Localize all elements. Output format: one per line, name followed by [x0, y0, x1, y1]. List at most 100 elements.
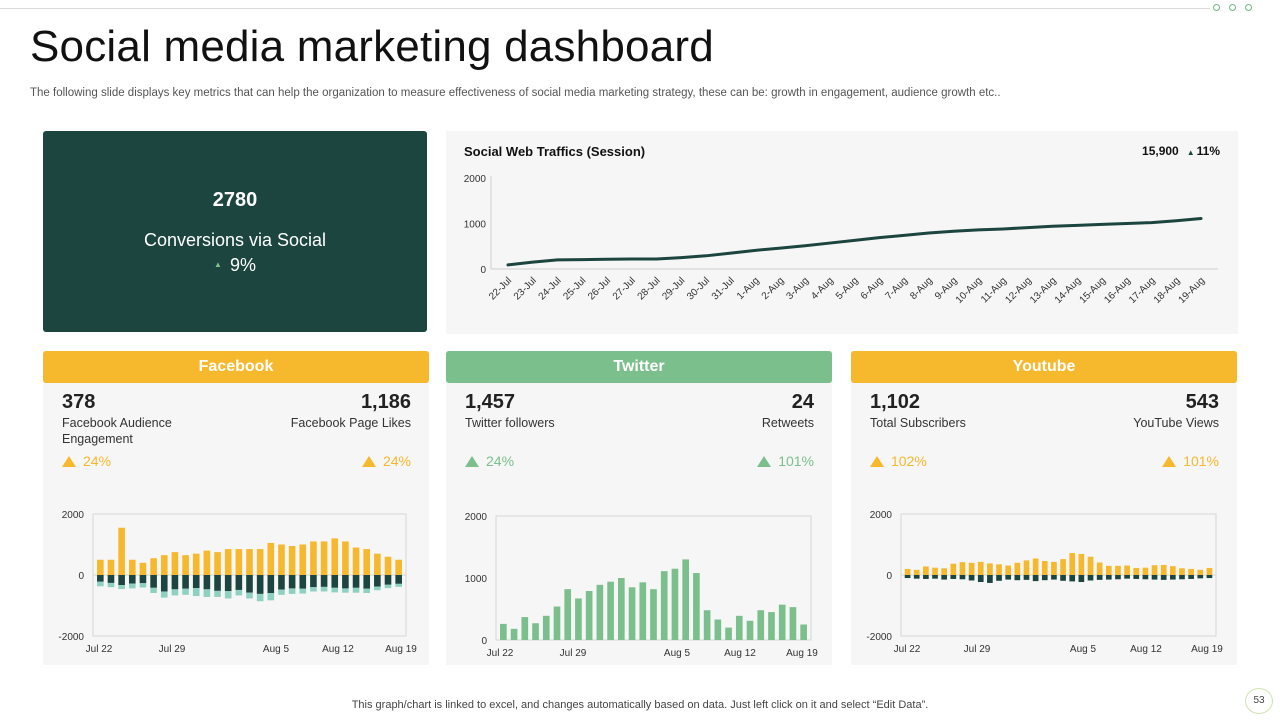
- x-tick-label: 29-Jul: [660, 275, 687, 302]
- bar-series-3: [299, 588, 307, 594]
- bar-series-1: [693, 573, 700, 640]
- footer-note: This graph/chart is linked to excel, and…: [351, 699, 929, 711]
- bar-series-2: [256, 575, 264, 594]
- x-tick-label: 7-Aug: [883, 275, 910, 302]
- x-tick-label: 4-Aug: [809, 275, 836, 302]
- metric-change: 102%: [870, 453, 1040, 469]
- bar-series-1: [128, 559, 136, 575]
- facebook-header: Facebook: [43, 351, 429, 383]
- bar-series-1: [374, 553, 381, 575]
- bar-series-1: [1188, 568, 1194, 575]
- web-traffic-line-chart: 01000200022-Jul23-Jul24-Jul25-Jul26-Jul2…: [464, 174, 1218, 306]
- bar-series-2: [97, 575, 104, 582]
- bar-series-1: [950, 563, 957, 575]
- bar-series-1: [628, 587, 636, 640]
- y-tick-label: 2000: [870, 510, 893, 521]
- bar-series-1: [1160, 564, 1167, 575]
- bar-series-2: [1115, 575, 1121, 580]
- x-tick-label: 18-Aug: [1152, 275, 1183, 306]
- bar-series-2: [171, 575, 179, 590]
- bar-series-1: [97, 559, 104, 575]
- traffic-total: 15,900 ▲ 11%: [1142, 144, 1220, 158]
- bar-series-2: [235, 575, 243, 590]
- x-tick-label: Jul 29: [964, 644, 991, 655]
- x-tick-label: 2-Aug: [760, 275, 787, 302]
- youtube-bar-chart: -2000 0 2000 Jul 22 Jul 29 Aug 5 Aug 12 Aug 19: [866, 510, 1223, 655]
- bar-series-2: [299, 575, 307, 589]
- bar-series-1: [224, 549, 232, 575]
- bar-series-1: [671, 568, 679, 640]
- bar-series-1: [542, 615, 550, 640]
- bar-series-2: [1060, 575, 1066, 581]
- twitter-retweets-metric: 24 Retweets 101%: [644, 391, 814, 469]
- x-tick-label: 19-Aug: [1177, 275, 1208, 306]
- bar-series-2: [278, 575, 285, 590]
- bar-series-1: [1014, 562, 1021, 575]
- bar-series-2: [203, 575, 211, 590]
- bar-series-2: [913, 575, 920, 579]
- y-tick-label: 1000: [465, 574, 488, 585]
- bar-series-1: [596, 584, 604, 640]
- bar-series-1: [682, 559, 689, 640]
- bar-series-1: [510, 628, 518, 640]
- x-tick-label: 23-Jul: [512, 275, 539, 302]
- bar-series-2: [150, 575, 157, 588]
- conversions-kpi-card: 2780 Conversions via Social ▲ 9%: [43, 131, 427, 332]
- bar-series-2: [1005, 575, 1012, 580]
- bar-series-3: [352, 587, 360, 593]
- bar-series-1: [735, 615, 743, 640]
- bar-series-2: [363, 575, 371, 589]
- x-tick-label: 25-Jul: [561, 275, 588, 302]
- bar-series-1: [384, 556, 392, 575]
- bar-series-3: [160, 591, 168, 598]
- bar-series-3: [320, 586, 328, 592]
- x-tick-label: Aug 19: [1191, 644, 1223, 655]
- bar-series-1: [214, 552, 221, 575]
- metric-change: 24%: [62, 453, 232, 469]
- bar-series-1: [1096, 562, 1103, 575]
- bar-series-2: [288, 575, 296, 589]
- x-tick-label: Jul 29: [159, 644, 186, 655]
- bar-series-1: [521, 617, 529, 640]
- bar-series-1: [996, 564, 1002, 575]
- bar-series-1: [1032, 558, 1039, 575]
- bar-series-2: [1069, 575, 1076, 582]
- bar-series-1: [203, 550, 211, 575]
- up-triangle-icon: [1162, 456, 1177, 467]
- bar-series-2: [1170, 575, 1176, 580]
- bar-series-1: [1179, 568, 1185, 575]
- bar-series-3: [97, 581, 104, 587]
- slide-dots: [1213, 4, 1252, 11]
- bar-series-1: [575, 598, 582, 640]
- bar-series-2: [214, 575, 221, 591]
- metric-change: 101%: [1049, 453, 1219, 469]
- kpi-label: Conversions via Social: [143, 230, 327, 250]
- youtube-views-metric: 543 YouTube Views 101%: [1049, 391, 1219, 469]
- bar-series-1: [171, 552, 179, 575]
- page-subtitle: The following slide displays key metrics…: [30, 87, 1001, 99]
- bar-series-3: [107, 582, 115, 588]
- bar-series-1: [118, 527, 125, 575]
- x-tick-label: 15-Aug: [1078, 275, 1109, 306]
- bar-series-2: [267, 575, 275, 593]
- bar-series-3: [182, 588, 189, 595]
- bar-series-3: [203, 589, 211, 597]
- bar-series-2: [1023, 575, 1030, 580]
- x-tick-label: Aug 19: [385, 644, 417, 655]
- x-tick-label: Aug 12: [322, 644, 354, 655]
- bar-series-1: [714, 619, 722, 640]
- bar-series-2: [182, 575, 189, 589]
- bar-series-1: [746, 620, 754, 640]
- x-tick-label: 14-Aug: [1053, 275, 1084, 306]
- x-tick-label: 12-Aug: [1003, 275, 1034, 306]
- x-tick-label: Jul 22: [487, 648, 514, 659]
- bar-series-1: [256, 549, 264, 575]
- bar-series-2: [224, 575, 232, 592]
- bar-series-1: [532, 623, 539, 640]
- metric-change: 101%: [644, 453, 814, 469]
- bar-series-2: [1096, 575, 1103, 580]
- bar-series-2: [1032, 575, 1039, 582]
- bar-series-1: [941, 568, 947, 575]
- bar-series-2: [352, 575, 360, 588]
- facebook-panel: -2000 0 2000 Jul 22 Jul 29 Aug 5 Aug 12 Aug 19 …: [43, 351, 429, 665]
